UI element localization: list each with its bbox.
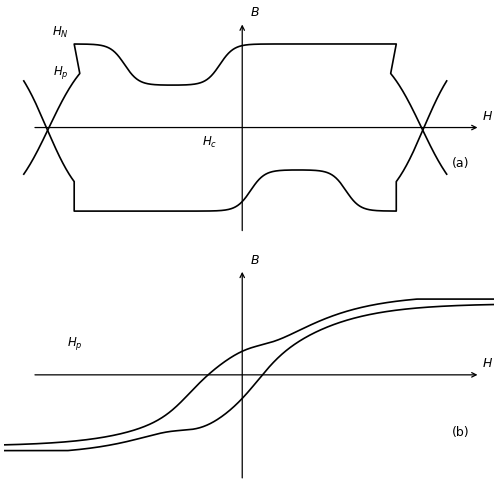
Text: (a): (a)	[452, 157, 470, 170]
Text: (b): (b)	[452, 426, 470, 439]
Text: H: H	[483, 357, 493, 370]
Text: $H_p$: $H_p$	[67, 335, 83, 352]
Text: B: B	[250, 254, 259, 267]
Text: $H_c$: $H_c$	[202, 135, 217, 150]
Text: $H_N$: $H_N$	[52, 24, 68, 40]
Text: B: B	[250, 6, 259, 19]
Text: $H_p$: $H_p$	[53, 64, 68, 81]
Text: H: H	[483, 110, 493, 123]
